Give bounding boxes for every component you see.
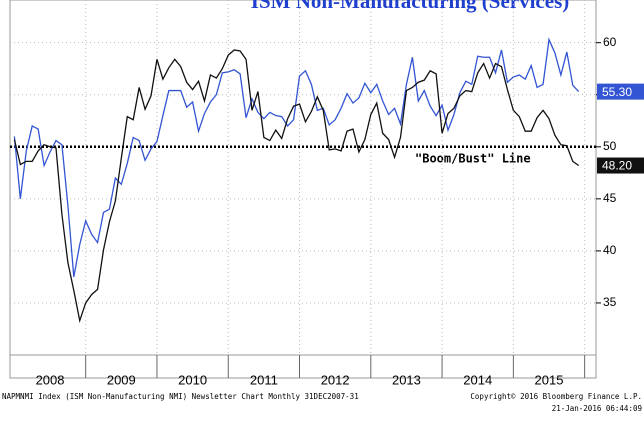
value-label: 48.20	[602, 159, 632, 173]
x-axis-band	[9, 354, 597, 379]
x-tick-label: 2009	[107, 372, 136, 387]
value-label: 55.30	[602, 85, 632, 99]
x-tick-label: 2011	[250, 372, 278, 387]
x-tick-label: 2015	[535, 372, 564, 387]
x-tick-label: 2014	[463, 372, 492, 387]
value-label-box	[597, 157, 644, 174]
y-tick-label: 50	[603, 139, 617, 153]
y-tick-label: 35	[603, 295, 617, 309]
y-tick-label: 45	[603, 191, 617, 205]
footer-left: NAPMNMI Index (ISM Non-Manufacturing NMI…	[2, 392, 359, 401]
series-line	[13, 37, 580, 278]
chart-title: ISM Non-Manufacturing (Services)	[251, 0, 569, 13]
x-tick-label: 2010	[178, 372, 207, 387]
series-line	[13, 49, 580, 324]
reference-label: "Boom/Bust" Line	[415, 152, 531, 166]
x-tick-label: 2012	[321, 372, 350, 387]
value-label-box	[597, 83, 644, 100]
x-tick-label: 2008	[36, 372, 65, 387]
footer-right: Copyright© 2016 Bloomberg Finance L.P.	[470, 392, 642, 401]
y-tick-label: 40	[603, 243, 617, 257]
y-tick-label: 60	[603, 35, 617, 49]
plot-area	[9, 0, 597, 356]
footer-right: 21-Jan-2016 06:44:09	[552, 404, 642, 413]
x-tick-label: 2013	[392, 372, 421, 387]
